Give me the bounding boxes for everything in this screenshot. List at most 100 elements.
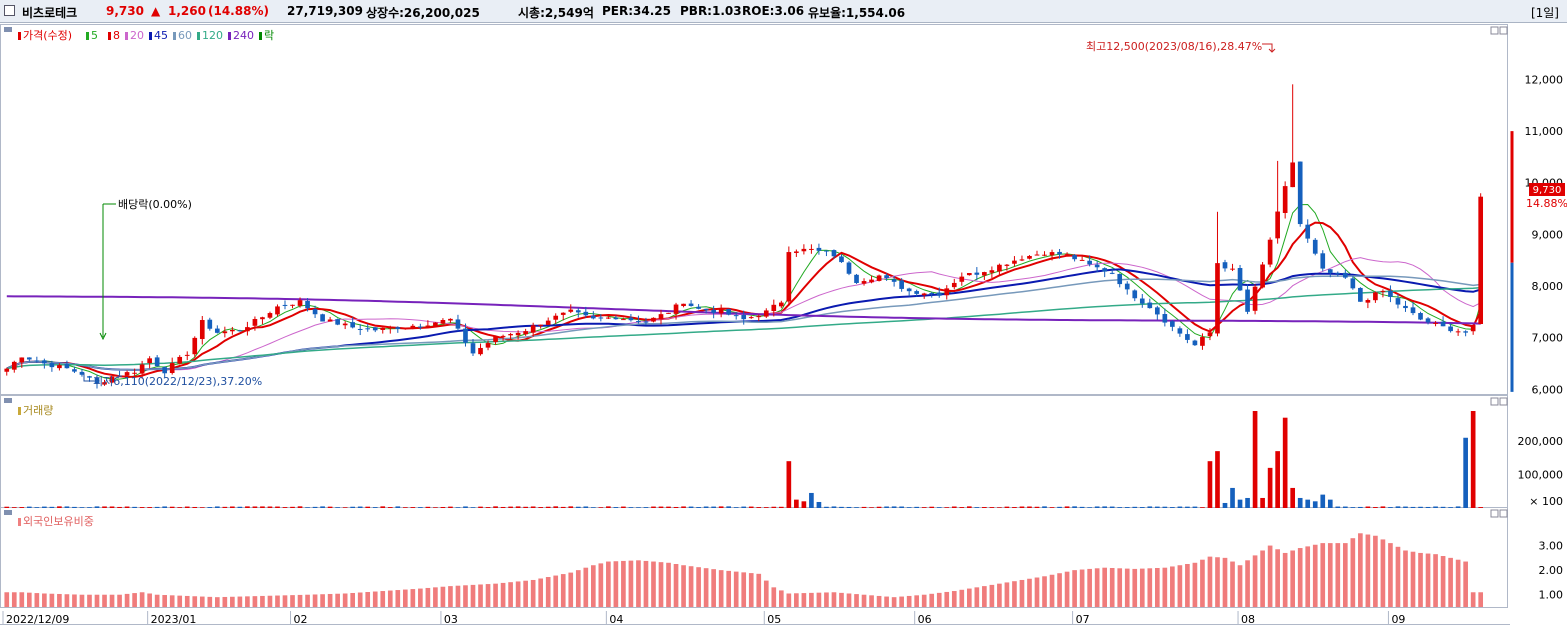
foreign-ratio-bar xyxy=(425,587,431,607)
candle-body xyxy=(139,364,145,374)
volume-bar xyxy=(756,507,762,508)
price-change: 1,260 xyxy=(168,4,206,18)
foreign-ratio-bar xyxy=(267,595,273,607)
foreign-ratio-bar xyxy=(342,593,348,607)
foreign-panel-title: 외국인보유비중 xyxy=(23,515,94,528)
volume-bar xyxy=(1275,451,1280,508)
volume-bar xyxy=(57,506,62,508)
foreign-ratio-bar xyxy=(139,592,145,607)
panel-menu-icon xyxy=(4,398,12,403)
foreign-ratio-bar xyxy=(1275,549,1280,607)
foreign-ratio-bar xyxy=(1162,567,1168,607)
volume-bar xyxy=(748,506,754,508)
foreign-ratio-bar xyxy=(1072,570,1077,607)
volume-bar xyxy=(214,506,220,508)
candle-body xyxy=(1087,260,1092,265)
candle-body xyxy=(395,327,401,329)
volume-bar xyxy=(1388,507,1393,508)
volume-bar xyxy=(433,507,438,508)
candle-body xyxy=(786,252,792,302)
volume-bar xyxy=(869,507,874,508)
dividend-annotation: 배당락(0.00%) xyxy=(99,198,192,341)
period-selector[interactable]: [1일] xyxy=(1530,6,1559,20)
foreign-legend-marker xyxy=(18,518,21,526)
foreign-ratio-bar xyxy=(839,592,844,607)
foreign-ratio-bar xyxy=(1049,574,1055,607)
candle-body xyxy=(876,275,882,281)
volume-bar xyxy=(906,507,912,508)
foreign-ratio-bar xyxy=(921,594,927,607)
candle-body xyxy=(147,358,152,364)
select-checkbox[interactable] xyxy=(4,5,15,16)
candle-body xyxy=(854,274,859,283)
candle-body xyxy=(538,324,544,326)
foreign-ratio-bar xyxy=(636,560,641,607)
foreign-ratio-bar xyxy=(34,593,40,607)
candle-body xyxy=(590,315,596,319)
volume-bar xyxy=(1260,497,1265,508)
volume-bar xyxy=(1373,507,1378,508)
volume-bar xyxy=(794,499,799,508)
foreign-ratio-bar xyxy=(696,567,701,607)
candle-body xyxy=(26,357,32,360)
candle-body xyxy=(575,310,581,313)
volume-bar xyxy=(1305,499,1311,508)
foreign-ratio-bar xyxy=(260,595,265,607)
price-axis-tick: 12,000 xyxy=(1525,73,1564,86)
foreign-ratio-bar xyxy=(1440,556,1446,607)
price-axis-tick: 7,000 xyxy=(1532,332,1564,345)
legend-ma60: 60 xyxy=(178,29,192,42)
stock-name[interactable]: 비츠로테크 xyxy=(22,6,78,20)
volume-bar xyxy=(997,507,1002,508)
foreign-ratio-bar xyxy=(448,586,453,607)
panel-menu-icon xyxy=(4,27,12,32)
foreign-ratio-bar xyxy=(1395,546,1401,607)
volume-axis-tick: 200,000 xyxy=(1518,435,1564,448)
volume-bar xyxy=(132,506,137,508)
candle-body xyxy=(1012,260,1017,264)
candle-body xyxy=(1260,264,1265,288)
stock-chart[interactable]: 12,00011,00010,0009,0008,0007,0006,00020… xyxy=(0,23,1567,630)
candle-body xyxy=(1470,325,1476,332)
candle-body xyxy=(1004,264,1010,266)
volume-bar xyxy=(1192,506,1198,508)
foreign-ratio-bar xyxy=(861,594,867,607)
foreign-ratio-bar xyxy=(222,596,228,607)
volume-bar xyxy=(778,506,784,508)
legend-marker-ex-dividend xyxy=(259,32,262,40)
volume-bar xyxy=(681,506,686,508)
foreign-ratio-bar xyxy=(801,593,807,607)
foreign-ratio-bar xyxy=(876,595,882,607)
candle-body xyxy=(1192,340,1198,346)
trade-volume: 27,719,309 xyxy=(287,4,363,18)
volume-bar xyxy=(1139,507,1145,508)
volume-bar xyxy=(4,506,10,508)
candle-body xyxy=(1373,292,1378,301)
foreign-ratio-bar xyxy=(1147,568,1153,607)
panel-minimize-icon xyxy=(1490,509,1499,518)
foreign-ratio-bar xyxy=(606,561,611,607)
volume-bar xyxy=(1132,506,1138,508)
foreign-ratio-bar xyxy=(154,594,160,607)
candle-body xyxy=(1282,186,1288,213)
volume-bar xyxy=(771,506,777,508)
candle-body xyxy=(1064,253,1070,255)
volume-bar xyxy=(523,506,528,508)
foreign-ratio-bar xyxy=(395,590,401,607)
volume-bar xyxy=(147,507,152,508)
foreign-ratio-bar xyxy=(846,593,852,607)
foreign-ratio-bar xyxy=(508,582,513,607)
per-value: PER:34.25 xyxy=(602,4,671,18)
volume-bar xyxy=(1230,487,1235,508)
foreign-ratio-bar xyxy=(312,594,318,607)
candle-body xyxy=(1072,255,1077,260)
volume-bar xyxy=(117,506,122,508)
candle-body xyxy=(290,304,295,306)
candle-body xyxy=(1177,328,1183,334)
candle-body xyxy=(523,331,528,335)
candle-body xyxy=(267,313,273,318)
candle-body xyxy=(989,270,995,273)
candle-body xyxy=(771,304,777,312)
foreign-ratio-bar xyxy=(1327,543,1333,607)
volume-bar xyxy=(583,506,589,508)
